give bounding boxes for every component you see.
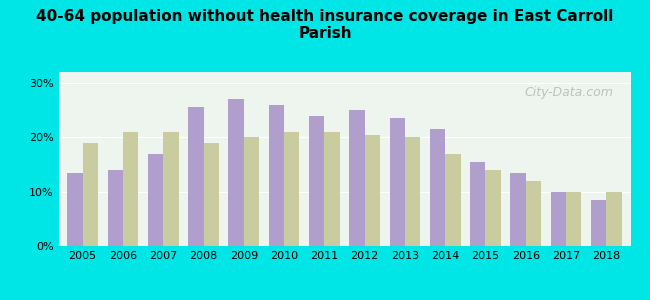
Bar <box>606 192 621 246</box>
Bar <box>188 107 203 246</box>
Bar <box>229 99 244 246</box>
Bar <box>430 129 445 246</box>
Bar <box>470 162 486 246</box>
Bar <box>510 172 526 246</box>
Bar <box>284 132 300 246</box>
Text: City-Data.com: City-Data.com <box>525 86 614 99</box>
Bar <box>268 105 284 246</box>
Bar <box>83 143 98 246</box>
Bar <box>551 192 566 246</box>
Bar <box>324 132 340 246</box>
Bar <box>309 116 324 246</box>
Bar <box>389 118 405 246</box>
Bar <box>445 154 460 246</box>
Bar <box>163 132 179 246</box>
Bar <box>486 170 500 246</box>
Bar <box>566 192 581 246</box>
Text: 40-64 population without health insurance coverage in East Carroll
Parish: 40-64 population without health insuranc… <box>36 9 614 41</box>
Bar <box>526 181 541 246</box>
Bar <box>148 154 163 246</box>
Bar <box>591 200 606 246</box>
Bar <box>123 132 138 246</box>
Bar <box>244 137 259 246</box>
Bar <box>365 134 380 246</box>
Bar <box>68 172 83 246</box>
Bar <box>108 170 123 246</box>
Bar <box>349 110 365 246</box>
Bar <box>405 137 421 246</box>
Bar <box>203 143 219 246</box>
